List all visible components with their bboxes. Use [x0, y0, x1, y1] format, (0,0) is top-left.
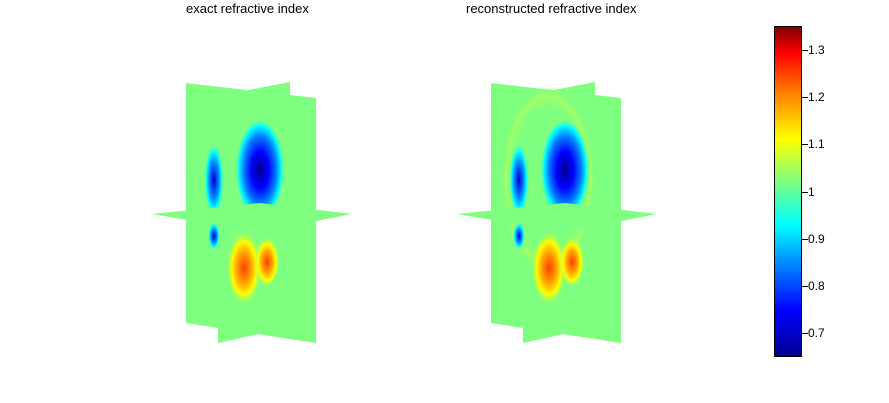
colorbar-tick-label: 0.8	[808, 279, 825, 294]
colorbar-tick	[802, 286, 808, 288]
colorbar-tick	[802, 144, 808, 146]
colorbar-tick-label: 1.3	[808, 42, 825, 57]
colorbar-tick-label: 0.7	[808, 326, 825, 341]
colorbar-tick	[802, 191, 808, 193]
left-panel-title: exact refractive index	[186, 1, 309, 16]
right-panel-title: reconstructed refractive index	[466, 1, 637, 16]
colorbar-tick	[802, 333, 808, 335]
reconstructed-slices	[457, 82, 657, 343]
colorbar-tick-label: 1.1	[808, 137, 825, 152]
colorbar-tick	[802, 49, 808, 51]
colorbar-tick-label: 1.2	[808, 89, 825, 104]
colorbar	[774, 26, 802, 357]
colorbar-tick	[802, 238, 808, 240]
exact-slices	[152, 82, 352, 343]
colorbar-tick-label: 0.9	[808, 231, 825, 246]
colorbar-tick-label: 1	[808, 184, 815, 199]
colorbar-tick	[802, 96, 808, 98]
